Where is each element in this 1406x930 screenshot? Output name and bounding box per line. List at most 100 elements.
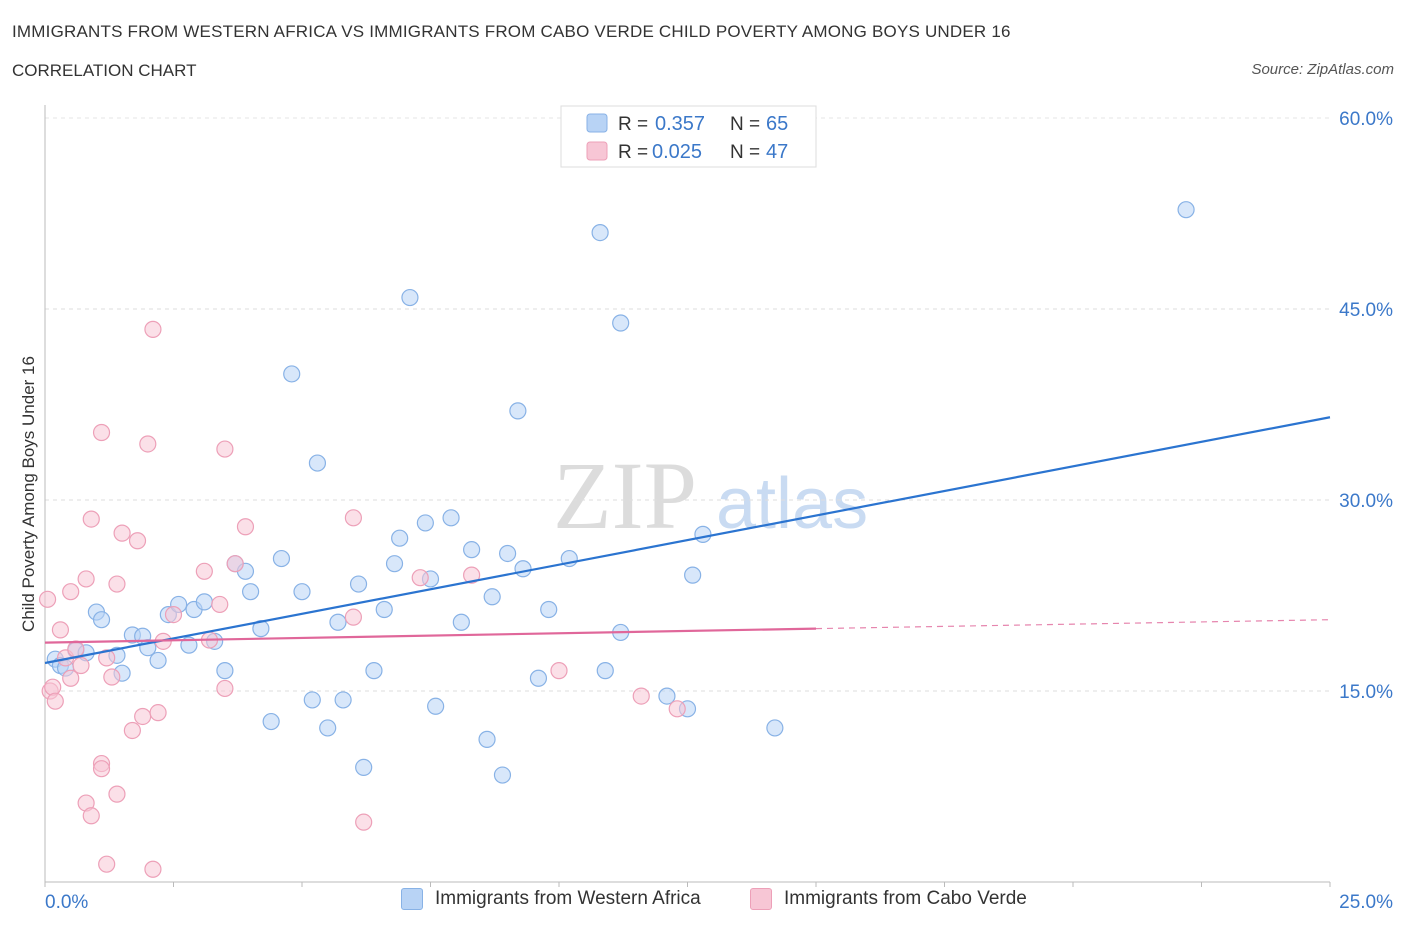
point-cabo-verde-13: [82, 510, 100, 528]
legend-r-label-2: R =: [618, 142, 648, 163]
point-cabo-verde-0: [38, 590, 57, 608]
legend-n-label-1: N =: [730, 114, 760, 135]
point-western-africa-52: [529, 669, 548, 687]
point-cabo-verde-22: [113, 524, 131, 542]
point-cabo-verde-24: [128, 532, 147, 550]
point-western-africa-35: [365, 662, 383, 680]
point-western-africa-34: [355, 758, 373, 777]
point-cabo-verde-25: [134, 707, 152, 726]
point-western-africa-46: [478, 730, 496, 748]
grid: [45, 117, 1330, 692]
point-western-africa-37: [385, 555, 404, 573]
point-cabo-verde-45: [632, 687, 650, 705]
point-cabo-verde-17: [92, 760, 111, 778]
legend-swatch-pink: [750, 888, 772, 910]
point-cabo-verde-32: [195, 562, 213, 580]
point-cabo-verde-11: [77, 570, 95, 588]
point-western-africa-61: [684, 566, 702, 584]
point-cabo-verde-20: [108, 575, 126, 593]
point-cabo-verde-31: [164, 605, 183, 624]
point-cabo-verde-6: [62, 669, 80, 687]
legend-label-cabo-verde: Immigrants from Cabo Verde: [784, 888, 1027, 909]
stats-legend: R = 0.357 N = 65 R = 0.025 N = 47: [560, 105, 817, 168]
point-western-africa-43: [442, 509, 460, 527]
point-cabo-verde-43: [463, 566, 481, 584]
point-western-africa-26: [283, 365, 301, 383]
point-western-africa-22: [242, 583, 260, 601]
legend-n-value-2: 47: [766, 141, 788, 163]
point-western-africa-38: [391, 529, 409, 547]
point-western-africa-49: [499, 544, 517, 563]
point-western-africa-45: [463, 541, 481, 559]
axes: [44, 105, 1331, 887]
x-tick-label-max: 25.0%: [1339, 892, 1393, 913]
source-label: Source: ZipAtlas.com: [1251, 61, 1394, 78]
point-cabo-verde-27: [144, 320, 162, 338]
y-tick-label-2: 45.0%: [1339, 300, 1393, 321]
point-western-africa-53: [540, 600, 558, 619]
point-western-africa-31: [329, 613, 347, 631]
point-cabo-verde-21: [108, 785, 126, 803]
point-western-africa-28: [303, 691, 321, 709]
point-cabo-verde-7: [62, 583, 80, 601]
trend-line-western-africa: [44, 416, 1331, 665]
point-cabo-verde-38: [236, 518, 255, 536]
legend-item-cabo-verde: Immigrants from Cabo Verde: [750, 888, 1027, 910]
point-cabo-verde-3: [46, 692, 64, 710]
y-tick-label-0: 15.0%: [1339, 682, 1393, 703]
point-western-africa-29: [308, 454, 327, 472]
watermark-atlas: atlas: [716, 464, 868, 544]
watermark-zip: ZIP: [553, 442, 697, 549]
y-tick-label-1: 30.0%: [1339, 491, 1393, 512]
point-cabo-verde-36: [216, 679, 234, 698]
y-tick-label-3: 60.0%: [1339, 109, 1393, 130]
point-western-africa-64: [1177, 201, 1195, 219]
trend-lines: [44, 416, 1331, 665]
trend-line-cabo-verde-extension: [815, 619, 1331, 630]
point-western-africa-24: [272, 549, 291, 568]
point-cabo-verde-46: [668, 700, 686, 718]
point-cabo-verde-42: [411, 569, 429, 587]
legend-n-label-2: N =: [730, 142, 760, 163]
point-cabo-verde-4: [51, 621, 70, 639]
legend-n-value-1: 65: [766, 113, 788, 135]
point-cabo-verde-41: [355, 813, 373, 831]
point-western-africa-30: [319, 719, 337, 737]
legend-r-label-1: R =: [618, 114, 648, 135]
point-cabo-verde-40: [344, 608, 362, 626]
point-western-africa-12: [149, 651, 167, 670]
point-western-africa-51: [514, 560, 532, 578]
point-cabo-verde-14: [92, 423, 111, 442]
point-western-africa-63: [766, 719, 784, 737]
point-western-africa-40: [416, 514, 434, 532]
trend-line-cabo-verde: [44, 627, 817, 644]
point-cabo-verde-28: [144, 860, 162, 878]
y-tick-labels: 15.0% 30.0% 45.0% 60.0%: [1339, 109, 1393, 703]
data-points: [38, 201, 1195, 878]
point-western-africa-55: [591, 224, 609, 242]
point-cabo-verde-2: [44, 678, 62, 696]
point-western-africa-57: [612, 314, 630, 332]
point-cabo-verde-8: [67, 640, 85, 658]
point-western-africa-59: [658, 687, 676, 705]
point-cabo-verde-19: [103, 668, 121, 686]
point-cabo-verde-26: [139, 435, 157, 453]
point-cabo-verde-18: [98, 649, 116, 667]
legend-label-western-africa: Immigrants from Western Africa: [435, 888, 701, 909]
point-cabo-verde-34: [211, 595, 229, 614]
legend-swatch-cabo-verde: [586, 141, 608, 161]
point-western-africa-47: [483, 588, 501, 606]
point-western-africa-32: [334, 691, 352, 709]
bottom-legend: Immigrants from Western Africa Immigrant…: [0, 888, 1406, 918]
point-western-africa-6: [92, 611, 111, 629]
legend-swatch-blue: [401, 888, 423, 910]
point-western-africa-25: [262, 712, 280, 731]
point-western-africa-48: [493, 766, 512, 784]
chart-title: IMMIGRANTS FROM WESTERN AFRICA VS IMMIGR…: [12, 22, 1011, 41]
legend-r-value-2: 0.025: [652, 141, 702, 163]
point-cabo-verde-29: [149, 704, 167, 722]
legend-r-value-1: 0.357: [655, 113, 705, 135]
point-cabo-verde-44: [550, 662, 568, 680]
x-tick-label-min: 0.0%: [45, 892, 88, 913]
